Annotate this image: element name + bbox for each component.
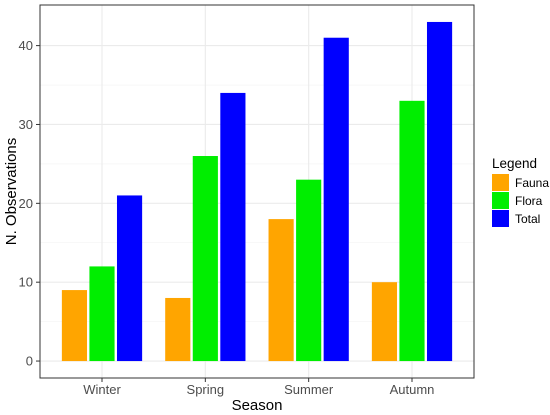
y-axis-title: N. Observations [3, 138, 20, 246]
y-tick-label: 10 [19, 275, 33, 290]
x-axis-title: Season [232, 397, 283, 414]
bar-total-spring [220, 93, 245, 361]
bar-fauna-winter [62, 290, 87, 361]
legend-label-fauna: Fauna [515, 176, 549, 190]
x-tick-label-spring: Spring [187, 382, 225, 397]
legend-label-flora: Flora [515, 194, 543, 208]
bar-total-autumn [427, 22, 452, 361]
y-tick-label: 30 [19, 117, 33, 132]
x-tick-label-autumn: Autumn [390, 382, 435, 397]
y-tick-label: 40 [19, 38, 33, 53]
bar-fauna-spring [165, 298, 190, 361]
legend-title: Legend [492, 156, 537, 171]
x-tick-label-summer: Summer [284, 382, 334, 397]
y-tick-label: 0 [26, 354, 33, 369]
bar-fauna-summer [269, 219, 294, 361]
bar-total-summer [324, 38, 349, 361]
legend-key-fauna [492, 174, 509, 191]
bar-flora-autumn [399, 101, 424, 361]
legend-key-flora [492, 192, 509, 209]
bar-total-winter [117, 195, 142, 361]
legend-key-total [492, 210, 509, 227]
bar-flora-winter [89, 266, 114, 361]
bar-fauna-autumn [372, 282, 397, 361]
y-tick-label: 20 [19, 196, 33, 211]
x-tick-label-winter: Winter [83, 382, 121, 397]
legend-label-total: Total [515, 212, 540, 226]
bar-flora-spring [193, 156, 218, 361]
bar-flora-summer [296, 180, 321, 361]
